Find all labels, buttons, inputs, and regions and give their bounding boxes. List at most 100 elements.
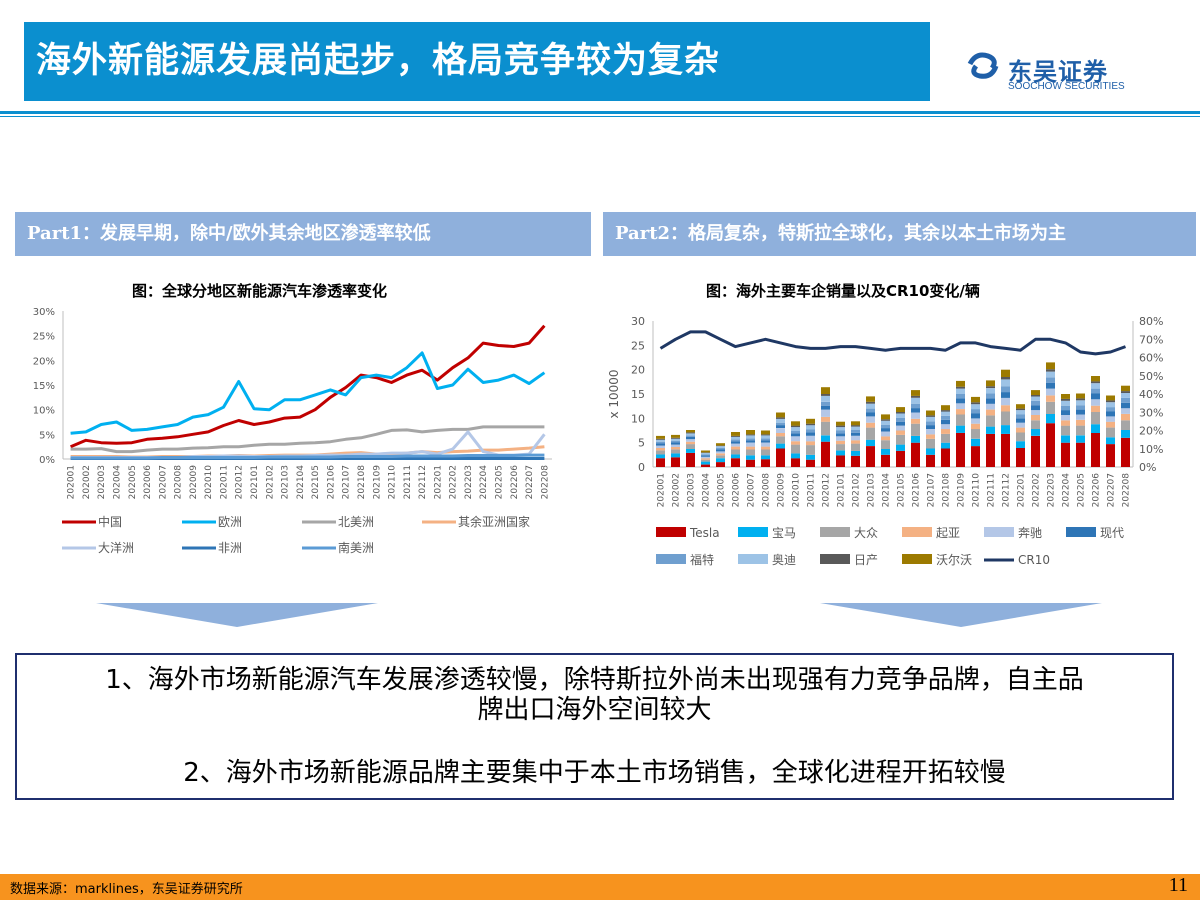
chart2-left-tick-label: 10 (631, 412, 645, 425)
chart2-bar-segment (791, 425, 800, 428)
chart2-bar-segment (761, 449, 770, 456)
chart2-bar-segment (746, 434, 755, 436)
chart2-bar-segment (761, 440, 770, 443)
chart2-bar-segment (986, 409, 995, 416)
chart2-bar-segment (821, 387, 830, 394)
chart2-bar-segment (656, 443, 665, 446)
chart2-legend-label: 沃尔沃 (936, 552, 972, 567)
chart2-x-tick-label: 202104 (882, 473, 892, 508)
chart2-bar-segment (1046, 395, 1055, 402)
chart2-bar-segment (746, 446, 755, 450)
chart2-bar-segment (971, 396, 980, 403)
chart2-bar-segment (1046, 382, 1055, 389)
chart2-bar-segment (1121, 402, 1130, 409)
chart2-bar-segment (731, 441, 740, 444)
chart2-bar-segment (1016, 410, 1025, 415)
chart2-bar-segment (671, 449, 680, 454)
chart2-bar-segment (1046, 362, 1055, 370)
chart2-x-tick-label: 202204 (1062, 473, 1072, 508)
chart2-bar-segment (851, 435, 860, 441)
chart2-bar-segment (1061, 394, 1070, 399)
chart2-bar-segment (956, 394, 965, 399)
chart2-right-tick-label: 30% (1139, 406, 1163, 419)
chart2-bar-segment (941, 419, 950, 425)
chart2-right-tick-label: 70% (1139, 333, 1163, 346)
chart2-bar-segment (716, 451, 725, 454)
chart2-x-tick-label: 202207 (1107, 473, 1117, 507)
chart2-bar-segment (956, 425, 965, 433)
chart2-legend-swatch (984, 527, 1014, 537)
chart2-bar-segment (896, 421, 905, 426)
chart2-x-tick-label: 202004 (702, 473, 712, 508)
chart1-x-tick-label: 202102 (265, 465, 275, 499)
chart2-bar-segment (1046, 414, 1055, 424)
chart2-bar-segment (896, 407, 905, 412)
chart1-x-tick-label: 202008 (174, 465, 184, 500)
chart2-bar-segment (671, 457, 680, 467)
chart2-bar-segment (821, 435, 830, 442)
chart2-bar-segment (686, 439, 695, 442)
chart2-bar-segment (941, 415, 950, 420)
part2-header: Part2：格局复杂，特斯拉全球化，其余以本土市场为主 (603, 212, 1196, 256)
chart2-left-tick-label: 30 (631, 315, 645, 328)
chart2-x-tick-label: 202208 (1122, 473, 1132, 508)
chart2-bar-segment (821, 395, 830, 402)
chart2-bar-segment (746, 455, 755, 460)
chart2-bar-segment (896, 444, 905, 451)
chart2-legend-label: 福特 (690, 552, 714, 567)
chart2-x-tick-label: 202110 (972, 473, 982, 508)
chart2-x-tick-label: 202102 (852, 473, 862, 507)
chart2-bar-segment (1031, 410, 1040, 415)
down-arrow-left (96, 603, 378, 627)
header-divider (0, 111, 1200, 114)
chart2-right-tick-label: 10% (1139, 443, 1163, 456)
chart2-bar-segment (821, 441, 830, 467)
chart1-x-tick-label: 202202 (449, 465, 459, 499)
chart2-bar-segment (746, 438, 755, 441)
chart2-bar-segment (761, 459, 770, 467)
chart2-bar-segment (1076, 414, 1085, 420)
chart2-bar-segment (656, 441, 665, 444)
chart2-bar-segment (761, 446, 770, 450)
chart2-bar-segment (716, 443, 725, 446)
chart2-x-tick-label: 202005 (717, 473, 727, 507)
chart2-bar-segment (1001, 411, 1010, 426)
chart1-legend-label: 南美洲 (338, 540, 374, 555)
chart2-legend-swatch (1066, 527, 1096, 537)
chart2-bar-segment (1031, 395, 1040, 397)
chart2-bar-segment (1076, 419, 1085, 426)
chart2-bar-segment (1121, 393, 1130, 398)
chart2-bar-segment (1091, 381, 1100, 384)
chart2-bar-segment (881, 420, 890, 425)
chart2-bar-segment (956, 409, 965, 415)
chart2-right-tick-label: 20% (1139, 425, 1163, 438)
chart2-bar-segment (1076, 398, 1085, 401)
chart2-bar-segment (701, 461, 710, 465)
chart2-bar-segment (941, 448, 950, 467)
chart2-bar-segment (1016, 404, 1025, 409)
chart1-legend-label: 非洲 (218, 541, 242, 555)
chart2-bar-segment (731, 435, 740, 437)
chart2-bar-segment (1091, 376, 1100, 382)
summary-point-1-cont: 牌出口海外空间较大 (477, 695, 712, 725)
chart2-bar-segment (716, 455, 725, 459)
chart2-x-tick-label: 202107 (927, 473, 937, 507)
chart2-bar-segment (911, 442, 920, 467)
chart2-bar-segment (656, 438, 665, 440)
chart2-bar-segment (746, 430, 755, 435)
chart2-bar-segment (1106, 407, 1115, 412)
chart2-bar-segment (746, 459, 755, 467)
chart2-bar-segment (776, 436, 785, 444)
chart1-legend-label: 中国 (98, 514, 122, 529)
chart2-bar-segment (731, 436, 740, 440)
chart2-bar-segment (791, 458, 800, 467)
chart2-bar-segment (1076, 442, 1085, 467)
chart2-bar-segment (701, 464, 710, 467)
chart1-y-tick-label: 5% (39, 430, 55, 441)
chart1-x-tick-label: 202105 (311, 465, 321, 499)
chart2-x-tick-label: 202206 (1092, 473, 1102, 508)
chart2-bar-segment (821, 409, 830, 417)
chart2-bar-segment (746, 442, 755, 447)
chart1-legend-label: 北美洲 (338, 515, 374, 529)
chart2-legend-swatch (738, 554, 768, 564)
